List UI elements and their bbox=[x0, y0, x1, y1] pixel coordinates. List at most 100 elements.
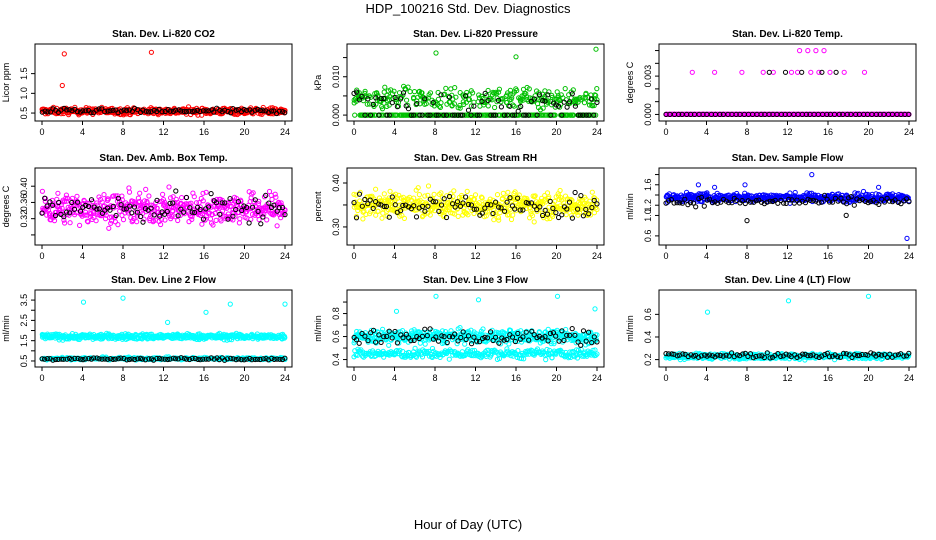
data-point bbox=[237, 216, 243, 222]
x-tick-label: 16 bbox=[823, 251, 833, 261]
data-point bbox=[405, 106, 412, 112]
data-point bbox=[74, 193, 80, 199]
data-point bbox=[458, 112, 464, 118]
data-point bbox=[594, 97, 600, 103]
data-point bbox=[77, 222, 83, 228]
data-point bbox=[491, 217, 497, 223]
y-tick-label: 0.5 bbox=[19, 107, 29, 120]
data-point bbox=[843, 212, 849, 218]
data-point bbox=[360, 216, 366, 222]
x-tick-label: 12 bbox=[470, 251, 480, 261]
data-point bbox=[495, 97, 501, 104]
data-point bbox=[462, 341, 468, 347]
data-point bbox=[515, 108, 521, 114]
x-tick-label: 20 bbox=[551, 251, 561, 261]
x-tick-label: 20 bbox=[239, 251, 249, 261]
data-point bbox=[384, 112, 390, 118]
data-point bbox=[510, 102, 516, 108]
y-tick-label: 0.003 bbox=[643, 65, 653, 88]
data-point bbox=[507, 103, 513, 109]
data-point bbox=[537, 92, 543, 98]
data-point bbox=[555, 103, 562, 109]
data-point bbox=[199, 221, 205, 227]
data-point bbox=[471, 103, 477, 109]
data-point bbox=[354, 87, 360, 93]
y-axis-label: kPa bbox=[313, 75, 323, 91]
data-point bbox=[102, 109, 108, 115]
data-point bbox=[545, 326, 551, 332]
data-point bbox=[531, 98, 537, 104]
data-point bbox=[165, 319, 171, 325]
data-point bbox=[236, 220, 242, 226]
data-point bbox=[194, 107, 200, 114]
data-point bbox=[362, 88, 368, 94]
data-point bbox=[572, 103, 579, 109]
data-point bbox=[689, 69, 695, 75]
data-point bbox=[416, 192, 422, 198]
x-tick-label: 24 bbox=[280, 127, 290, 137]
data-point bbox=[382, 84, 388, 90]
data-point bbox=[137, 190, 143, 196]
x-tick-label: 4 bbox=[704, 251, 709, 261]
data-series bbox=[351, 183, 600, 225]
data-point bbox=[449, 112, 455, 118]
data-point bbox=[96, 106, 102, 112]
data-point bbox=[482, 90, 488, 97]
data-point bbox=[411, 89, 418, 95]
data-point bbox=[151, 107, 157, 113]
data-point bbox=[203, 108, 209, 114]
data-point bbox=[354, 89, 360, 95]
data-point bbox=[135, 107, 141, 113]
x-tick-label: 0 bbox=[39, 127, 44, 137]
data-point bbox=[498, 104, 504, 110]
x-tick-label: 8 bbox=[120, 127, 125, 137]
data-point bbox=[391, 88, 397, 94]
y-tick-label: 0.32 bbox=[19, 210, 29, 228]
data-point bbox=[126, 189, 133, 195]
data-point bbox=[408, 112, 414, 118]
data-point bbox=[540, 98, 546, 104]
data-point bbox=[460, 112, 466, 118]
y-tick-label: 1.6 bbox=[643, 179, 653, 192]
data-point bbox=[200, 108, 206, 114]
data-point bbox=[106, 225, 112, 231]
data-point bbox=[500, 96, 506, 102]
data-point bbox=[373, 95, 379, 101]
data-point bbox=[521, 112, 527, 118]
data-point bbox=[476, 92, 482, 98]
data-point bbox=[59, 82, 65, 89]
data-point bbox=[494, 192, 501, 198]
data-point bbox=[466, 97, 473, 103]
data-point bbox=[435, 112, 441, 118]
data-point bbox=[359, 93, 365, 99]
data-point bbox=[531, 96, 537, 102]
data-point bbox=[470, 90, 476, 96]
data-point bbox=[146, 193, 152, 199]
y-tick-label: 1.5 bbox=[19, 67, 29, 80]
data-series bbox=[39, 295, 288, 360]
x-tick-label: 12 bbox=[782, 127, 792, 137]
x-tick-label: 20 bbox=[551, 127, 561, 137]
panel-title: Stan. Dev. Li-820 Pressure bbox=[413, 29, 538, 40]
data-point bbox=[160, 191, 166, 197]
panel-title: Stan. Dev. Line 3 Flow bbox=[423, 275, 528, 286]
data-point bbox=[438, 100, 444, 106]
x-tick-label: 24 bbox=[592, 127, 602, 137]
data-point bbox=[126, 107, 132, 113]
data-point bbox=[264, 217, 270, 223]
data-point bbox=[398, 96, 404, 102]
x-tick-label: 8 bbox=[120, 251, 125, 261]
data-point bbox=[69, 108, 75, 114]
panel-title: Stan. Dev. Line 2 Flow bbox=[111, 275, 216, 286]
data-point bbox=[531, 219, 537, 225]
data-point bbox=[695, 182, 702, 188]
data-point bbox=[468, 112, 474, 118]
data-point bbox=[816, 69, 822, 75]
y-axis-label: percent bbox=[313, 191, 323, 222]
data-point bbox=[61, 105, 67, 112]
y-tick-label: 0.000 bbox=[643, 103, 653, 126]
data-point bbox=[419, 112, 425, 118]
data-point bbox=[453, 94, 459, 100]
data-point bbox=[269, 108, 275, 114]
